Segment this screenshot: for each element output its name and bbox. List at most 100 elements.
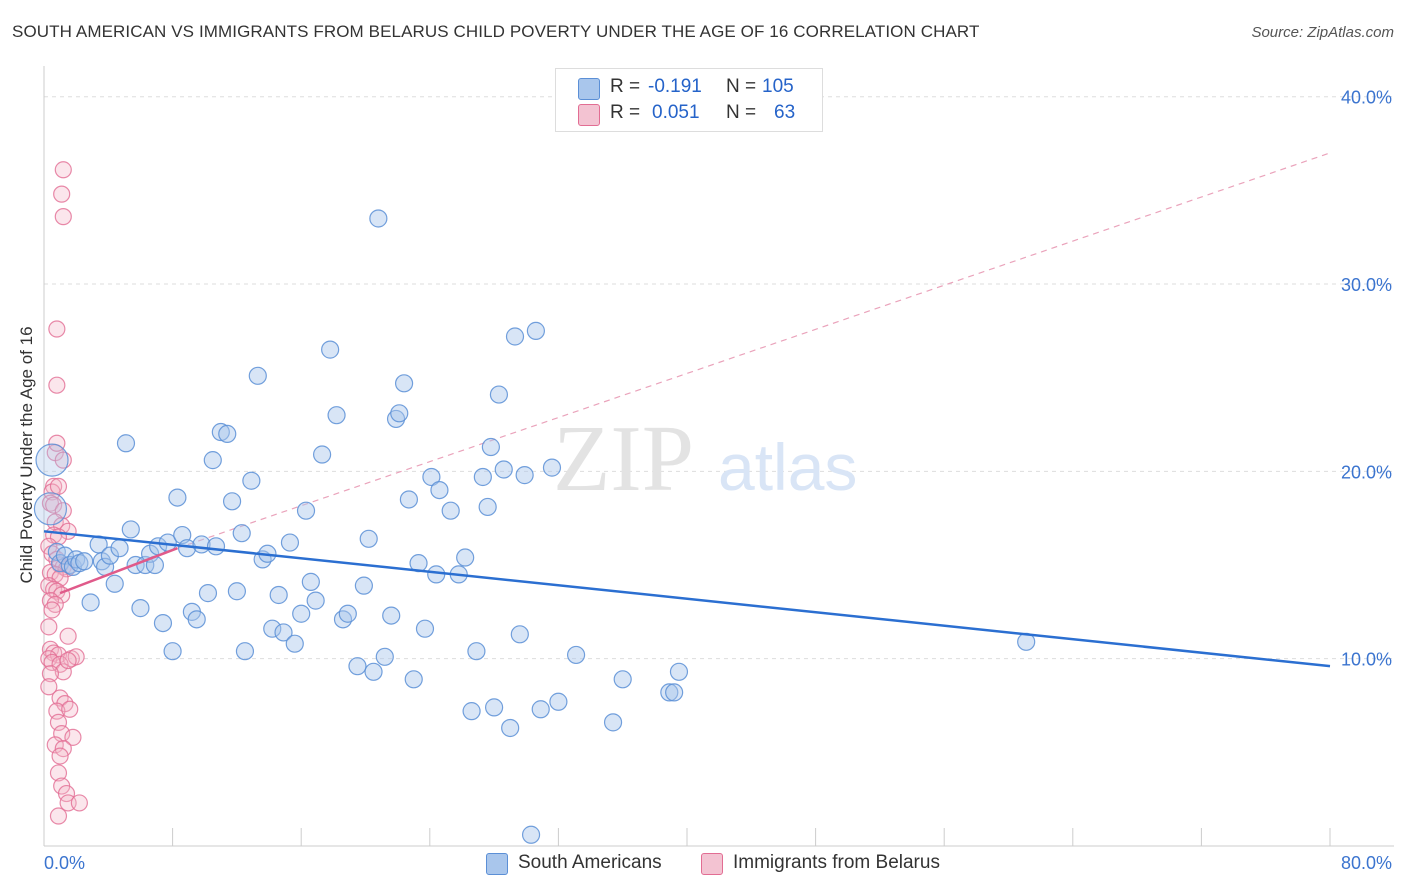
blue-point: [242, 471, 261, 490]
y-tick-label: 30.0%: [1341, 275, 1392, 295]
blue-point: [269, 585, 288, 605]
legend-n-value: 105: [762, 76, 794, 97]
pink-point: [53, 185, 71, 203]
blue-point: [505, 327, 525, 346]
blue-point: [206, 537, 226, 556]
pink-point: [48, 320, 66, 338]
blue-point: [422, 467, 441, 487]
blue-point: [312, 445, 332, 464]
pink-point: [67, 648, 85, 666]
blue-point: [364, 662, 383, 681]
blue-point: [110, 539, 129, 558]
gridlines: [44, 96, 1394, 660]
blue-point: [354, 576, 373, 595]
blue-point: [467, 642, 486, 661]
blue-point: [521, 825, 541, 844]
pink-point: [45, 496, 63, 514]
blue-point: [441, 501, 460, 520]
blue-point: [386, 409, 406, 429]
blue-point: [306, 591, 325, 610]
pink-point: [41, 665, 60, 683]
legend-n-label: N =: [726, 102, 757, 123]
blue-point: [327, 406, 346, 425]
blue-point: [105, 574, 124, 593]
blue-point: [660, 683, 679, 702]
pink-point: [49, 713, 68, 731]
blue-point: [404, 670, 423, 689]
watermark-atlas: atlas: [718, 430, 857, 504]
blue-point: [430, 480, 449, 500]
pink-point: [46, 736, 64, 754]
blue-point: [211, 422, 230, 442]
series-south-americans: [33, 209, 1036, 844]
pink-point: [40, 618, 58, 636]
blue-point: [549, 692, 568, 711]
blue-point: [531, 700, 550, 719]
blue-point: [163, 642, 182, 661]
blue-point: [478, 497, 497, 517]
pink-point: [49, 807, 68, 825]
legend-n-value: 63: [774, 102, 796, 123]
legend-r-label: R =: [610, 102, 641, 123]
blue-point: [222, 492, 242, 511]
blue-point: [81, 593, 100, 612]
pink-trend-dashed: [177, 152, 1331, 549]
blue-point: [35, 443, 69, 477]
stats-legend: R = -0.191 N = 105 R = 0.051 N = 63: [555, 68, 823, 132]
blue-trendline: [43, 530, 1331, 668]
pink-point: [49, 764, 68, 782]
series-immigrants-from-belarus: [40, 161, 88, 825]
blue-point: [131, 599, 150, 618]
pink-point: [49, 477, 68, 495]
blue-point: [369, 209, 388, 228]
blue-point: [390, 404, 409, 423]
blue-point: [321, 340, 340, 359]
axis-labels: 10.0% 20.0% 30.0% 40.0% 0.0% 80.0%: [44, 88, 1392, 873]
blue-point: [168, 488, 187, 507]
blue-point: [274, 623, 293, 642]
pink-point: [54, 663, 72, 681]
blue-point: [359, 529, 378, 548]
watermark: ZIP atlas: [553, 407, 857, 511]
pink-point: [64, 728, 82, 746]
legend-n-label: N =: [726, 76, 757, 97]
blue-point: [456, 548, 475, 567]
legend-r-value: -0.191: [648, 76, 702, 97]
blue-point: [227, 582, 246, 601]
x-tick-label: 80.0%: [1341, 853, 1392, 873]
blue-point: [338, 604, 357, 623]
blue-point: [510, 625, 529, 644]
pink-point: [43, 601, 61, 619]
blue-point: [296, 501, 316, 520]
blue-point: [669, 662, 689, 681]
pink-dashed-extension: [177, 152, 1331, 549]
y-axis-label: Child Poverty Under the Age of 16: [17, 326, 36, 583]
blue-point: [285, 634, 304, 653]
legend-label: South Americans: [518, 852, 662, 873]
blue-point: [489, 385, 509, 404]
legend-swatch-pink: [701, 853, 723, 875]
legend-r-label: R =: [610, 76, 641, 97]
legend-label: Immigrants from Belarus: [733, 852, 940, 873]
blue-point: [526, 321, 545, 340]
blue-point: [121, 520, 140, 539]
pink-point: [59, 627, 77, 645]
blue-point: [75, 552, 94, 571]
blue-point: [33, 492, 68, 526]
blue-point: [232, 524, 251, 543]
y-tick-label: 10.0%: [1341, 650, 1392, 670]
blue-point: [603, 713, 623, 732]
trendlines: [43, 530, 1331, 668]
axes: [43, 66, 1394, 847]
blue-point: [203, 451, 222, 470]
blue-point: [415, 619, 435, 638]
blue-point: [485, 698, 504, 717]
blue-point: [301, 572, 320, 591]
blue-point: [280, 533, 300, 552]
legend-swatch-blue: [578, 78, 600, 100]
blue-point: [292, 604, 311, 623]
pink-point: [40, 678, 58, 696]
legend-swatch-pink: [578, 104, 600, 126]
blue-point: [665, 683, 684, 702]
